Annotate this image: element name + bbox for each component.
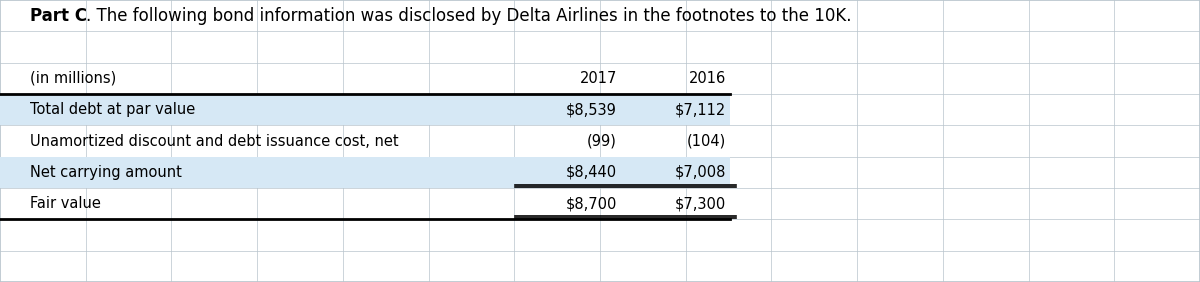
Bar — [0, 157, 730, 188]
Text: $8,539: $8,539 — [566, 102, 617, 117]
Text: . The following bond information was disclosed by Delta Airlines in the footnote: . The following bond information was dis… — [86, 7, 852, 25]
Text: Fair value: Fair value — [30, 196, 101, 211]
Text: $8,440: $8,440 — [565, 165, 617, 180]
Bar — [0, 94, 730, 125]
Text: 2016: 2016 — [689, 71, 726, 86]
Text: Net carrying amount: Net carrying amount — [30, 165, 182, 180]
Text: Unamortized discount and debt issuance cost, net: Unamortized discount and debt issuance c… — [30, 133, 398, 149]
Text: Part C: Part C — [30, 7, 88, 25]
Text: (99): (99) — [587, 133, 617, 149]
Text: (104): (104) — [686, 133, 726, 149]
Text: $7,008: $7,008 — [674, 165, 726, 180]
Text: $7,112: $7,112 — [674, 102, 726, 117]
Text: $7,300: $7,300 — [674, 196, 726, 211]
Text: Total debt at par value: Total debt at par value — [30, 102, 196, 117]
Text: (in millions): (in millions) — [30, 71, 116, 86]
Text: 2017: 2017 — [580, 71, 617, 86]
Text: $8,700: $8,700 — [565, 196, 617, 211]
